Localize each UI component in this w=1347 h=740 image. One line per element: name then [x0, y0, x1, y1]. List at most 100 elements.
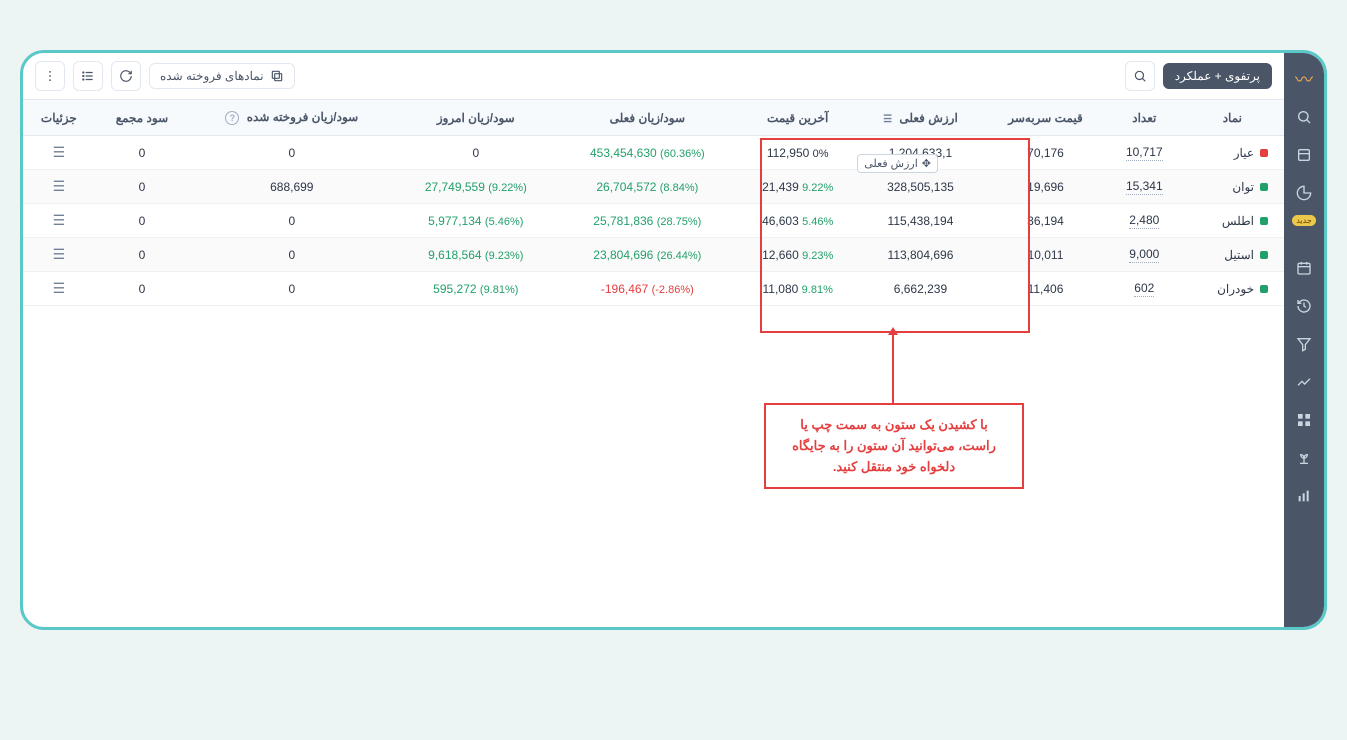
more-button[interactable]: [35, 61, 65, 91]
col-current-value-label: ارزش فعلی: [899, 111, 957, 125]
last-pct: 5.46%: [802, 216, 833, 228]
assembly-value: 0: [139, 282, 146, 296]
drag-tooltip: ✥ ارزش فعلی: [857, 154, 938, 173]
col-last-price[interactable]: آخرین قیمت: [738, 100, 858, 136]
symbol-name: عیار: [1234, 146, 1254, 160]
table-row[interactable]: خودران60211,4066,662,2399.81% 11,080(-2.…: [23, 272, 1284, 306]
symbol-dot: [1260, 251, 1268, 259]
count-value: 10,717: [1126, 145, 1163, 161]
col-symbol[interactable]: نماد: [1181, 100, 1284, 136]
last-pct: 9.81%: [802, 284, 833, 296]
refresh-button[interactable]: [111, 61, 141, 91]
today-pl-pct: (5.46%): [485, 216, 524, 228]
symbol-name: استیل: [1224, 248, 1254, 262]
bep-value: 11,406: [1028, 282, 1064, 296]
filter-icon[interactable]: [1286, 326, 1322, 362]
last-price: 46,603: [762, 214, 799, 228]
table-row[interactable]: توان15,34119,696328,505,1359.22% 21,439(…: [23, 170, 1284, 204]
main-area: پرتفوی + عملکرد نمادهای فروخته شده: [23, 53, 1284, 627]
annotation-arrow-icon: [888, 327, 898, 335]
list-view-button[interactable]: [73, 61, 103, 91]
current-value: 328,505,135: [887, 180, 954, 194]
cur-pl-pct: (-2.86%): [652, 284, 694, 296]
today-pl-val: 595,272: [433, 282, 476, 296]
col-sold-pl-label: سود/زیان فروخته شده: [247, 110, 358, 124]
symbol-name: اطلس: [1222, 214, 1254, 228]
app-frame: 〰 جدید: [20, 50, 1327, 630]
move-icon: ✥: [922, 157, 931, 170]
sold-pl-value: 0: [288, 146, 295, 160]
details-icon[interactable]: ☰: [53, 178, 66, 194]
logo-icon[interactable]: 〰: [1286, 61, 1322, 97]
col-assembly[interactable]: سود مجمع: [95, 100, 189, 136]
today-pl-val: 0: [472, 146, 479, 160]
sold-pl-value: 0: [288, 248, 295, 262]
symbol-dot: [1260, 183, 1268, 191]
sold-pl-value: 0: [288, 282, 295, 296]
cur-pl-val: 23,804,696: [593, 248, 653, 262]
table-row[interactable]: عیار10,71770,1761,204,633,10% 112,950(60…: [23, 136, 1284, 170]
chart-icon[interactable]: [1286, 364, 1322, 400]
today-pl-pct: (9.23%): [485, 250, 524, 262]
table-container: نماد تعداد قیمت سربه‌سر ارزش فعلی ☰ آخری…: [23, 100, 1284, 627]
count-value: 9,000: [1129, 247, 1159, 263]
calendar-icon[interactable]: [1286, 250, 1322, 286]
table-row[interactable]: اطلس2,48036,194115,438,1945.46% 46,603(2…: [23, 204, 1284, 238]
grid-icon[interactable]: [1286, 402, 1322, 438]
today-pl-pct: (9.22%): [488, 182, 527, 194]
bep-value: 10,011: [1028, 248, 1064, 262]
sold-symbols-label: نمادهای فروخته شده: [160, 69, 264, 83]
col-current-value[interactable]: ارزش فعلی ☰: [858, 100, 983, 136]
sold-symbols-chip[interactable]: نمادهای فروخته شده: [149, 63, 295, 89]
details-icon[interactable]: ☰: [53, 212, 66, 228]
search-button[interactable]: [1125, 61, 1155, 91]
table-row[interactable]: استیل9,00010,011113,804,6969.23% 12,660(…: [23, 238, 1284, 272]
portfolio-icon[interactable]: [1286, 175, 1322, 211]
history-icon[interactable]: [1286, 288, 1322, 324]
symbol-dot: [1260, 217, 1268, 225]
search-icon[interactable]: [1286, 99, 1322, 135]
cur-pl-pct: (8.84%): [660, 182, 699, 194]
new-badge: جدید: [1292, 215, 1316, 226]
symbol-name: خودران: [1217, 282, 1254, 296]
last-price: 11,080: [763, 282, 799, 296]
last-price: 21,439: [762, 180, 799, 194]
details-icon[interactable]: ☰: [53, 144, 66, 160]
last-price: 12,660: [762, 248, 799, 262]
today-pl-val: 9,618,564: [428, 248, 481, 262]
annotation-line: [892, 333, 894, 403]
col-today-pl[interactable]: سود/زیان امروز: [394, 100, 557, 136]
symbol-name: توان: [1232, 180, 1254, 194]
count-value: 15,341: [1126, 179, 1163, 195]
watchlist-icon[interactable]: [1286, 137, 1322, 173]
count-value: 602: [1134, 281, 1154, 297]
col-count[interactable]: تعداد: [1108, 100, 1181, 136]
drag-tooltip-label: ارزش فعلی: [864, 157, 918, 170]
col-bep[interactable]: قیمت سربه‌سر: [983, 100, 1108, 136]
assembly-value: 0: [139, 146, 146, 160]
col-sold-pl[interactable]: سود/زیان فروخته شده ?: [189, 100, 394, 136]
count-value: 2,480: [1129, 213, 1159, 229]
assembly-value: 0: [139, 248, 146, 262]
col-current-pl[interactable]: سود/زیان فعلی: [557, 100, 737, 136]
bep-value: 19,696: [1027, 180, 1064, 194]
cur-pl-pct: (26.44%): [657, 250, 702, 262]
topbar: پرتفوی + عملکرد نمادهای فروخته شده: [23, 53, 1284, 100]
cur-pl-val: 25,781,836: [593, 214, 653, 228]
portfolio-performance-button[interactable]: پرتفوی + عملکرد: [1163, 63, 1272, 89]
portfolio-table: نماد تعداد قیمت سربه‌سر ارزش فعلی ☰ آخری…: [23, 100, 1284, 306]
cur-pl-pct: (60.36%): [660, 148, 705, 160]
details-icon[interactable]: ☰: [53, 246, 66, 262]
bars-icon[interactable]: [1286, 478, 1322, 514]
today-pl-val: 5,977,134: [428, 214, 481, 228]
annotation-text-box: با کشیدن یک ستون به سمت چپ یا راست، می‌ت…: [764, 403, 1024, 489]
current-value: 113,804,696: [888, 248, 954, 262]
cur-pl-val: -196,467: [601, 282, 648, 296]
col-details[interactable]: جزئیات: [23, 100, 95, 136]
bep-value: 70,176: [1027, 146, 1064, 160]
details-icon[interactable]: ☰: [53, 280, 66, 296]
help-icon[interactable]: ?: [225, 111, 239, 125]
symbol-dot: [1260, 149, 1268, 157]
last-price: 112,950: [767, 146, 810, 160]
plant-icon[interactable]: [1286, 440, 1322, 476]
